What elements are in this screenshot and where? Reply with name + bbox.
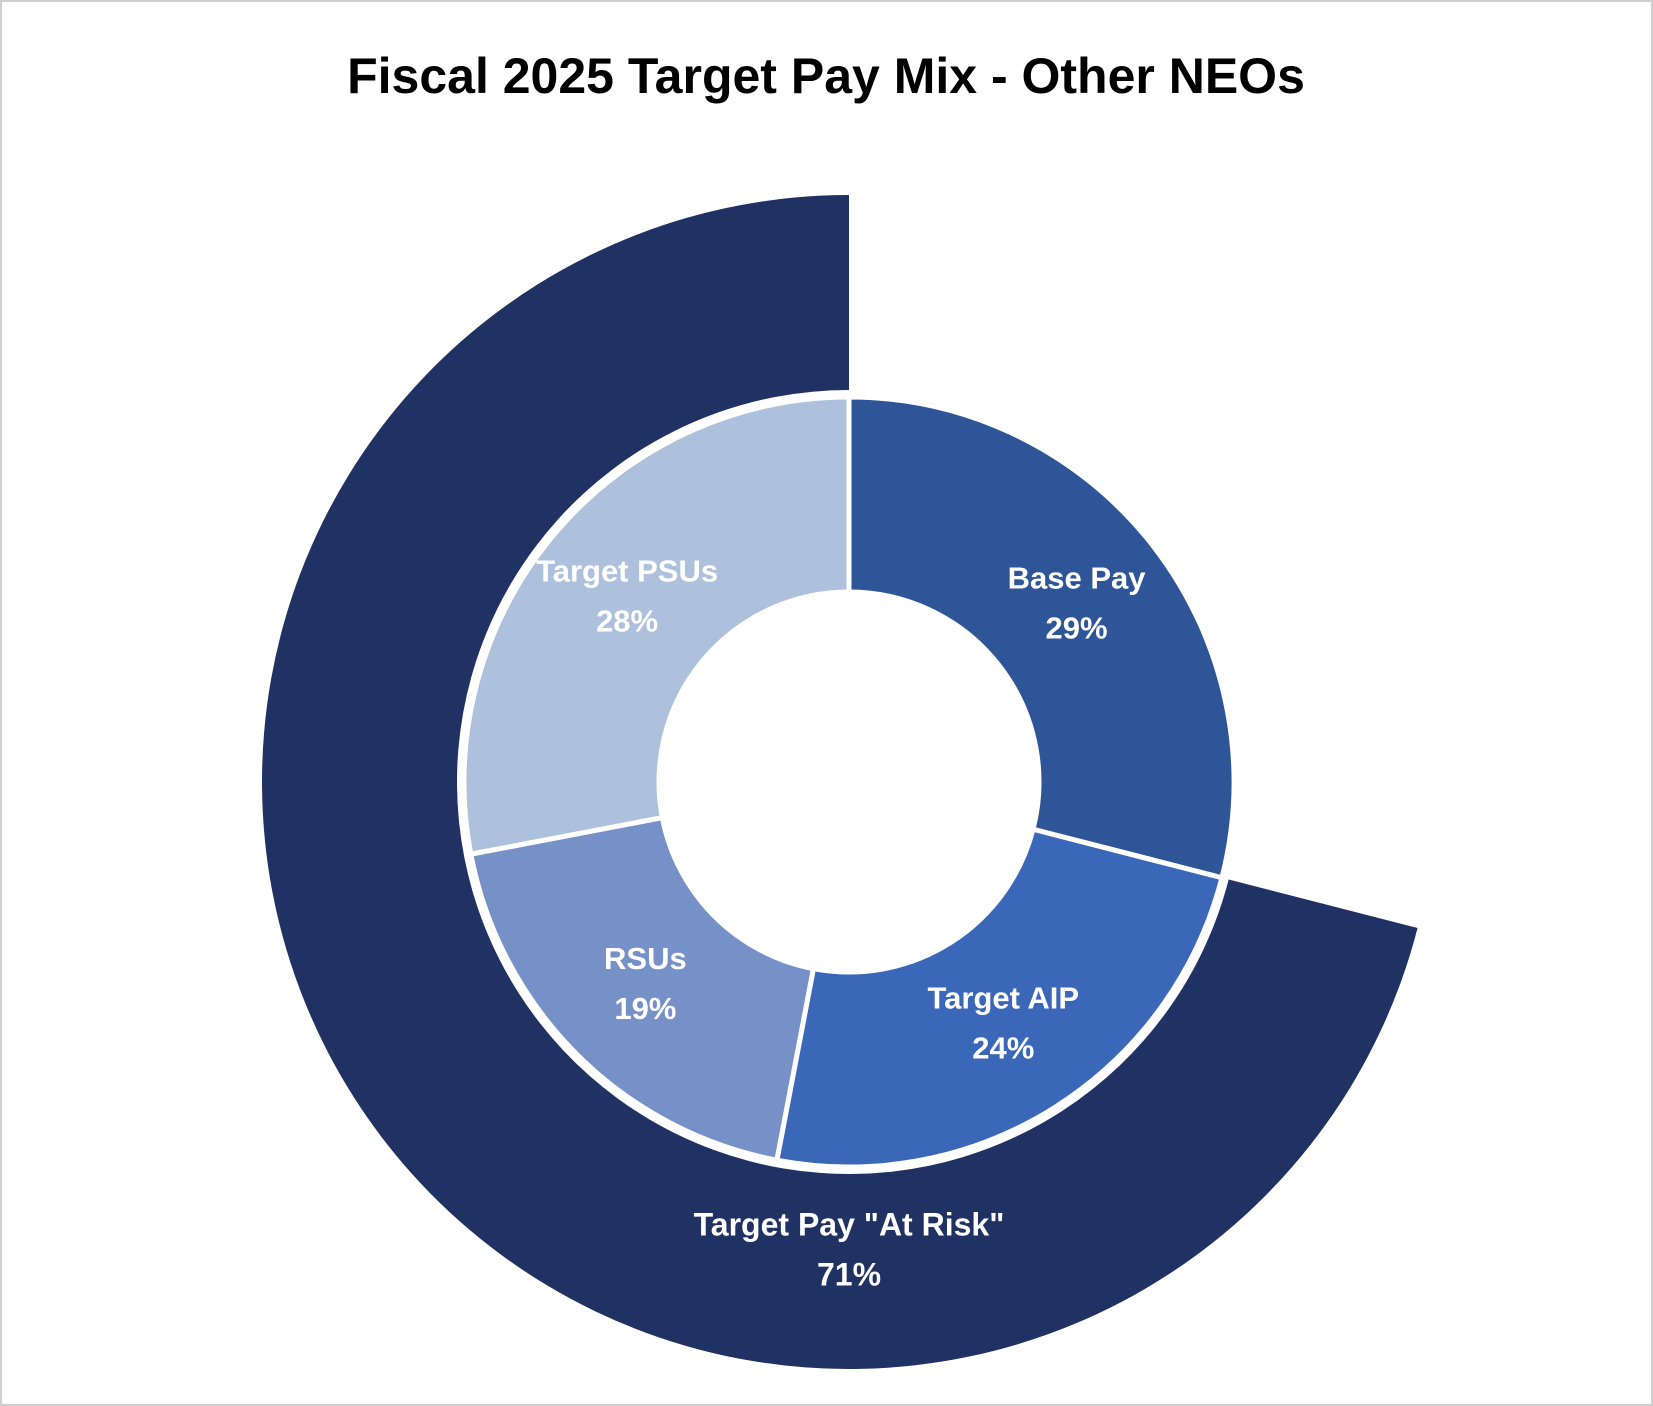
data-label-value: 29% [1046, 611, 1108, 646]
data-label-name: Base Pay [1008, 561, 1147, 596]
inner-segment [846, 394, 1237, 881]
data-label-value: 19% [614, 991, 676, 1026]
inner-segment [467, 814, 817, 1164]
inner-segment [461, 394, 852, 858]
data-label-name: Target Pay "At Risk" [694, 1206, 1005, 1242]
data-label-value: 24% [972, 1030, 1034, 1065]
outer-segment [262, 194, 1418, 1369]
chart-title: Fiscal 2025 Target Pay Mix - Other NEOs [347, 48, 1305, 104]
data-label-value: 28% [596, 604, 658, 639]
data-label-name: RSUs [604, 941, 687, 976]
inner-segment [773, 826, 1225, 1170]
data-label-value: 71% [817, 1256, 881, 1292]
data-label-name: Target PSUs [536, 554, 718, 589]
data-label-name: Target AIP [928, 980, 1080, 1015]
